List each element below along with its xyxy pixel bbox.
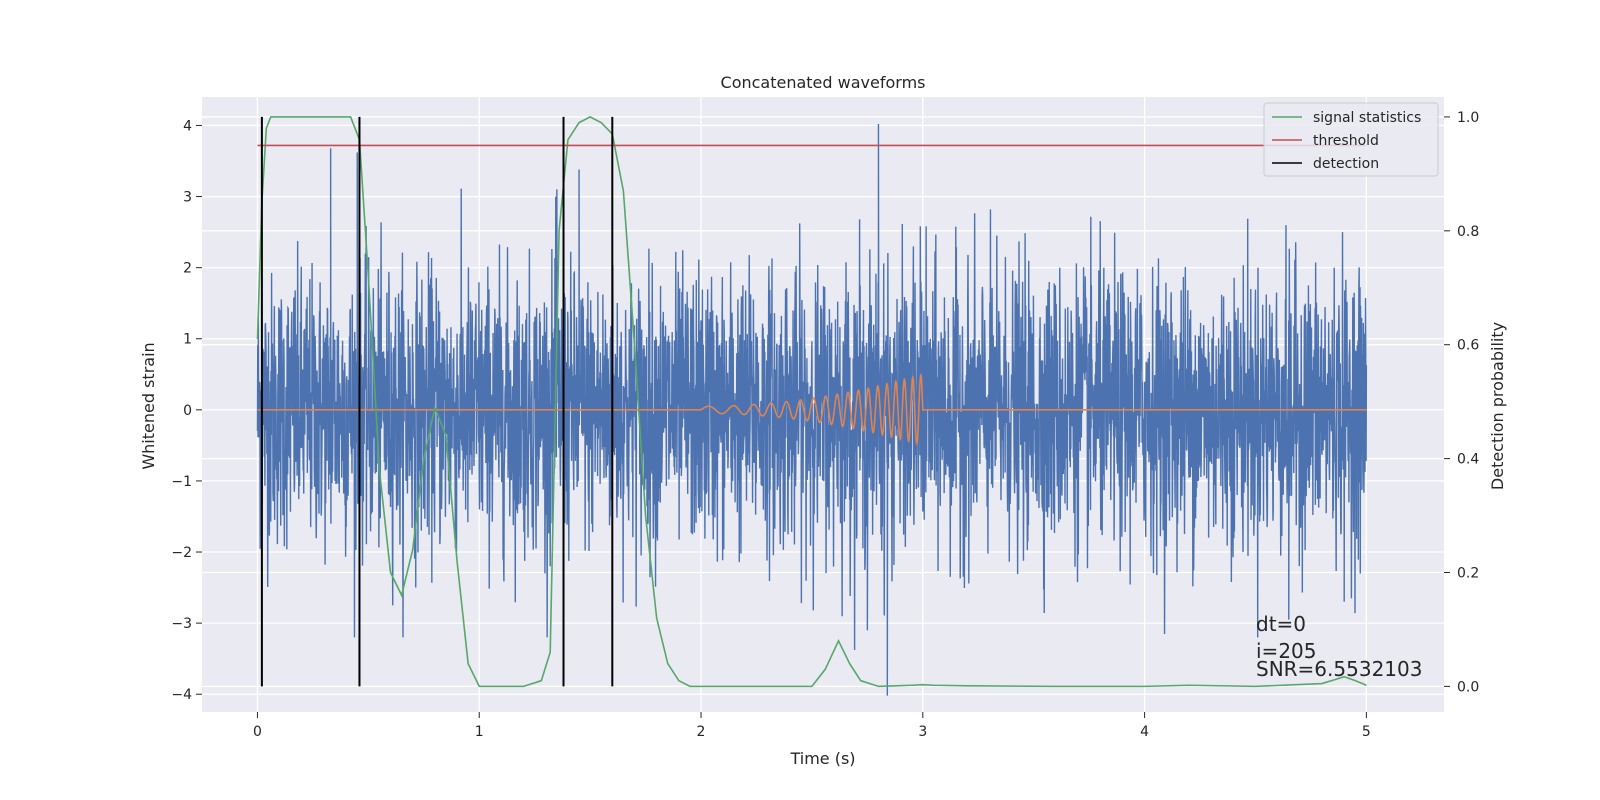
y-tick-label: 2 bbox=[183, 261, 192, 277]
y-axis-left: −4 −3 −2 −1 0 1 2 3 4 bbox=[171, 118, 202, 703]
legend: signal statistics threshold detection bbox=[1263, 102, 1439, 177]
x-tick-label: 5 bbox=[1362, 724, 1371, 740]
annotation-i: i=205 bbox=[1256, 639, 1317, 663]
y-tick-label: 4 bbox=[183, 118, 192, 134]
legend-box bbox=[1263, 102, 1439, 177]
annotation-snr: SNR=6.5532103 bbox=[1256, 657, 1422, 681]
plot-series bbox=[256, 116, 1368, 696]
y-tick-label: −3 bbox=[171, 616, 192, 632]
series-injected-waveform bbox=[257, 373, 1367, 447]
y-tick-label: −1 bbox=[171, 474, 192, 490]
y-tick-label: −4 bbox=[171, 687, 192, 703]
y2-tick-label: 1.0 bbox=[1457, 110, 1479, 126]
x-tick-label: 3 bbox=[918, 724, 927, 740]
y-tick-label: 3 bbox=[183, 190, 192, 206]
y-tick-label: 1 bbox=[183, 332, 192, 348]
x-tick-label: 1 bbox=[475, 724, 484, 740]
x-tick-label: 4 bbox=[1140, 724, 1149, 740]
series-signal-statistics bbox=[256, 116, 1367, 688]
y2-tick-label: 0.4 bbox=[1457, 452, 1479, 468]
x-axis: 0 1 2 3 4 5 bbox=[253, 712, 1371, 740]
y2-tick-label: 0.0 bbox=[1457, 679, 1479, 695]
y-tick-label: 0 bbox=[183, 403, 192, 419]
x-tick-label: 0 bbox=[253, 724, 262, 740]
legend-label-threshold: threshold bbox=[1313, 133, 1379, 149]
detection-lines bbox=[260, 116, 614, 687]
annotation-dt: dt=0 bbox=[1256, 612, 1306, 636]
x-tick-label: 2 bbox=[697, 724, 706, 740]
legend-label-detection: detection bbox=[1313, 156, 1379, 172]
chart-title: Concatenated waveforms bbox=[721, 73, 926, 92]
legend-label-signal-statistics: signal statistics bbox=[1313, 110, 1421, 126]
series-whitened-strain bbox=[256, 124, 1368, 696]
y-tick-label: −2 bbox=[171, 545, 192, 561]
y2-tick-label: 0.8 bbox=[1457, 224, 1479, 240]
y-axis-label: Whitened strain bbox=[139, 342, 158, 469]
y2-tick-label: 0.6 bbox=[1457, 338, 1479, 354]
y2-tick-label: 0.2 bbox=[1457, 565, 1479, 581]
x-axis-label: Time (s) bbox=[789, 749, 855, 768]
y2-axis-label: Detection probability bbox=[1488, 322, 1507, 490]
y-axis-right: 0.0 0.2 0.4 0.6 0.8 1.0 bbox=[1444, 110, 1479, 695]
